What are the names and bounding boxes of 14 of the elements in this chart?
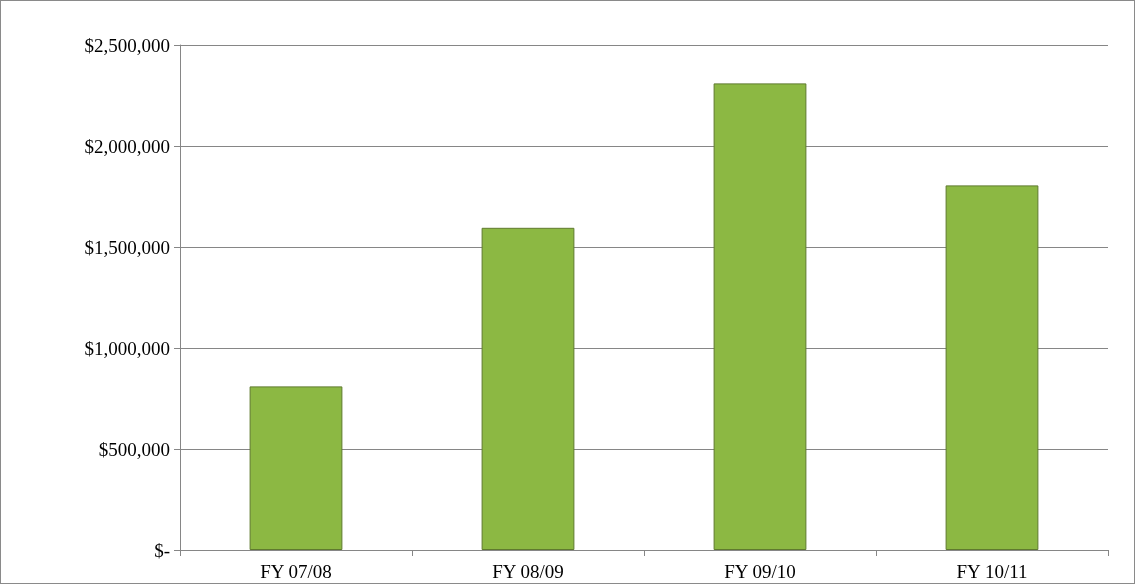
- bar: [249, 386, 343, 550]
- bar: [481, 227, 575, 550]
- y-tick-label: $2,000,000: [84, 135, 170, 157]
- y-tick-label: $1,500,000: [84, 236, 170, 258]
- x-tick-label: FY 08/09: [492, 561, 564, 582]
- x-tick-label: FY 07/08: [260, 561, 332, 582]
- y-tick-label: $2,500,000: [84, 34, 170, 56]
- y-tick-label: $-: [154, 539, 170, 561]
- x-tick-label: FY 09/10: [724, 561, 796, 582]
- bar: [945, 185, 1039, 550]
- bar: [713, 83, 807, 550]
- x-tick-label: FY 10/11: [956, 561, 1028, 582]
- y-tick-label: $500,000: [98, 438, 170, 460]
- y-tick-label: $1,000,000: [84, 337, 170, 359]
